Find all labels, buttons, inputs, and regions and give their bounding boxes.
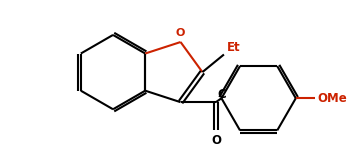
Text: O: O — [176, 28, 185, 38]
Text: O: O — [211, 134, 221, 147]
Text: OMe: OMe — [317, 92, 347, 105]
Text: Et: Et — [227, 41, 241, 54]
Text: C: C — [218, 88, 227, 101]
